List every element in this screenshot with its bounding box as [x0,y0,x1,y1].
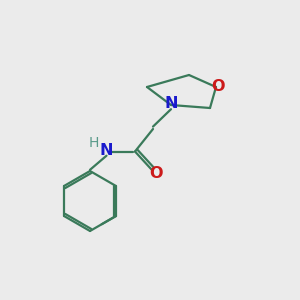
Text: N: N [99,143,113,158]
Text: O: O [212,79,225,94]
Text: N: N [164,96,178,111]
Text: O: O [149,166,163,181]
Text: H: H [89,136,99,150]
